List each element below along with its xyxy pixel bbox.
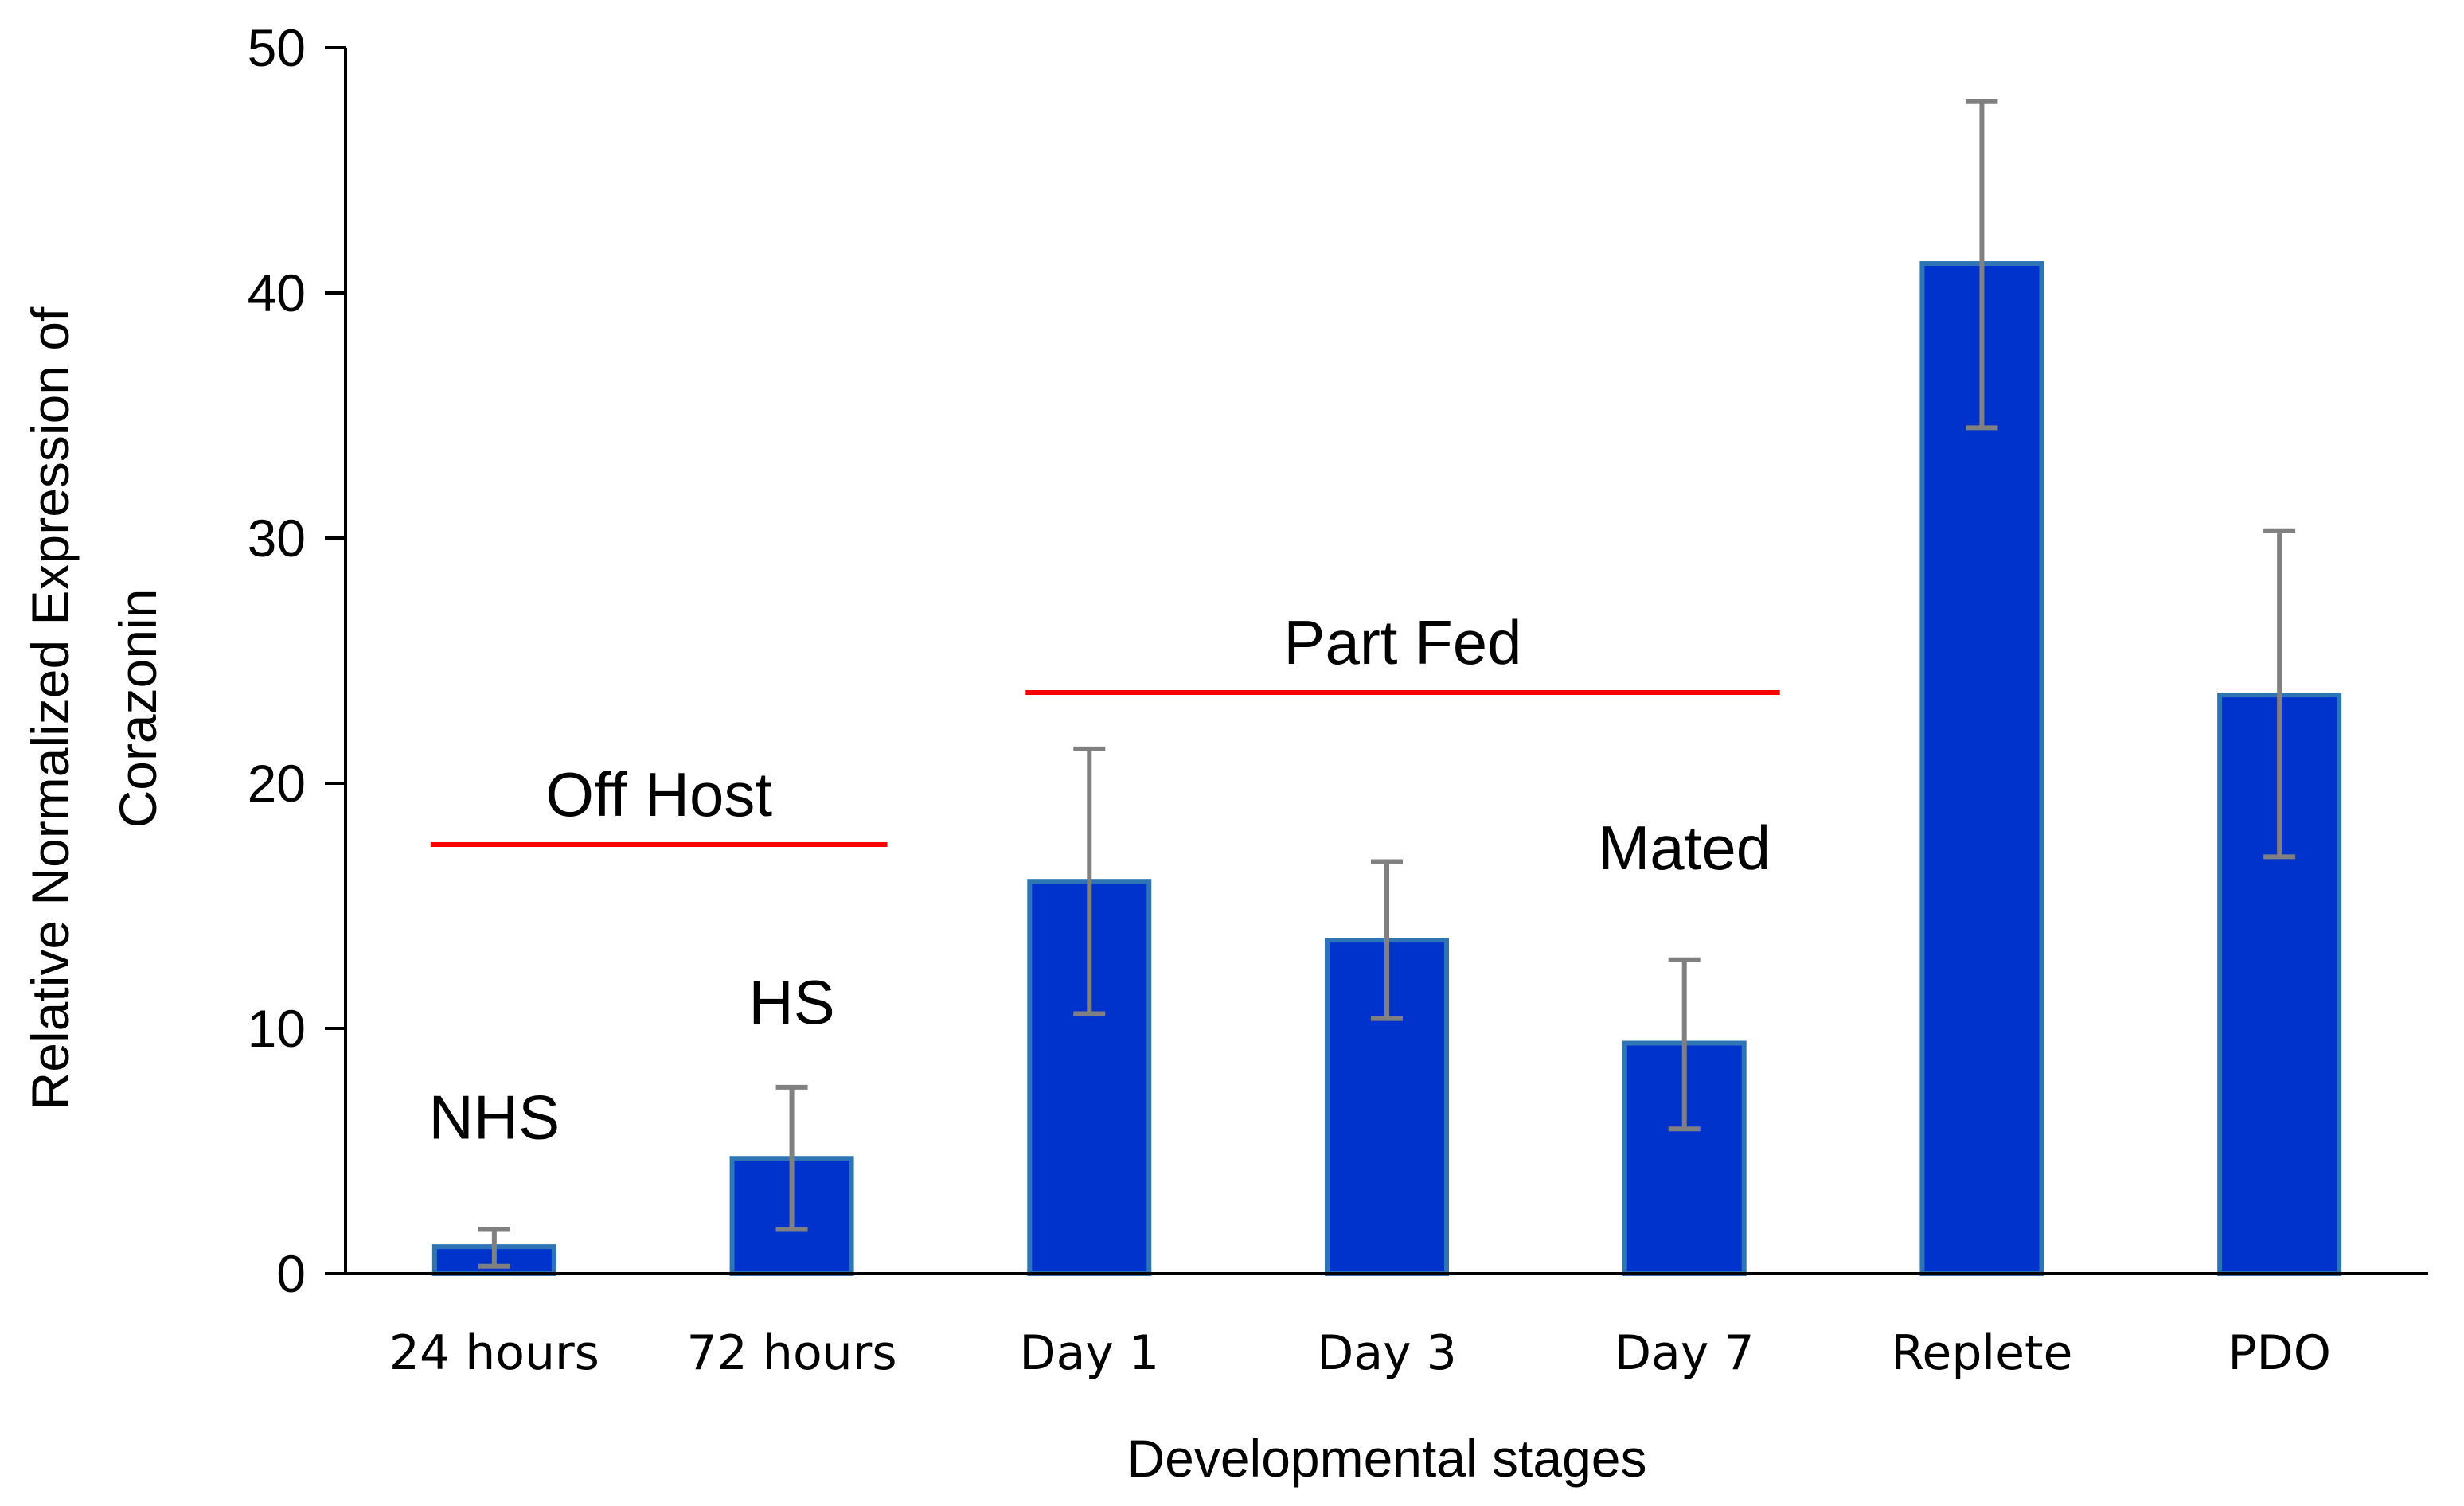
x-tick-label-2: 72 hours [687,1325,897,1381]
axes-layer [325,46,2428,1275]
annotation-label-nhs: NHS [429,1083,560,1153]
y-axis-title-line-1: Relative Normalized Expression of [21,306,80,1110]
annotation-label-hs: HS [748,967,834,1037]
x-tick-label-7: PDO [2228,1325,2331,1381]
y-tick-label-5: 40 [248,263,306,322]
error-bars-layer [478,99,2296,1269]
y-tick-label-4: 30 [248,509,306,568]
x-tick-label-1: 24 hours [389,1325,599,1381]
y-tick-label-1: 0 [276,1244,306,1303]
y-tick-label-3: 20 [248,754,306,813]
y-tick-label-6: 50 [248,18,306,77]
annotation-label-off-host: Off Host [545,759,772,829]
bar-6 [1919,261,2044,1276]
x-tick-label-6: Replete [1891,1325,2072,1381]
y-tick-label-2: 10 [248,999,306,1058]
annotation-label-part-fed: Part Fed [1283,607,1521,677]
y-axis-title-line-2: Corazonin [108,589,167,829]
annotation-label-mated: Mated [1598,813,1771,883]
x-tick-label-5: Day 7 [1615,1325,1755,1381]
bar-4 [1325,938,1449,1276]
x-tick-label-4: Day 3 [1317,1325,1457,1381]
annotations-layer: NHS HS Mated Off Host Part Fed [429,607,1780,1153]
x-axis-title: Developmental stages [1127,1429,1646,1488]
labels-layer: Developmental stages Relative Normalized… [21,18,2331,1488]
x-tick-label-3: Day 1 [1019,1325,1159,1381]
